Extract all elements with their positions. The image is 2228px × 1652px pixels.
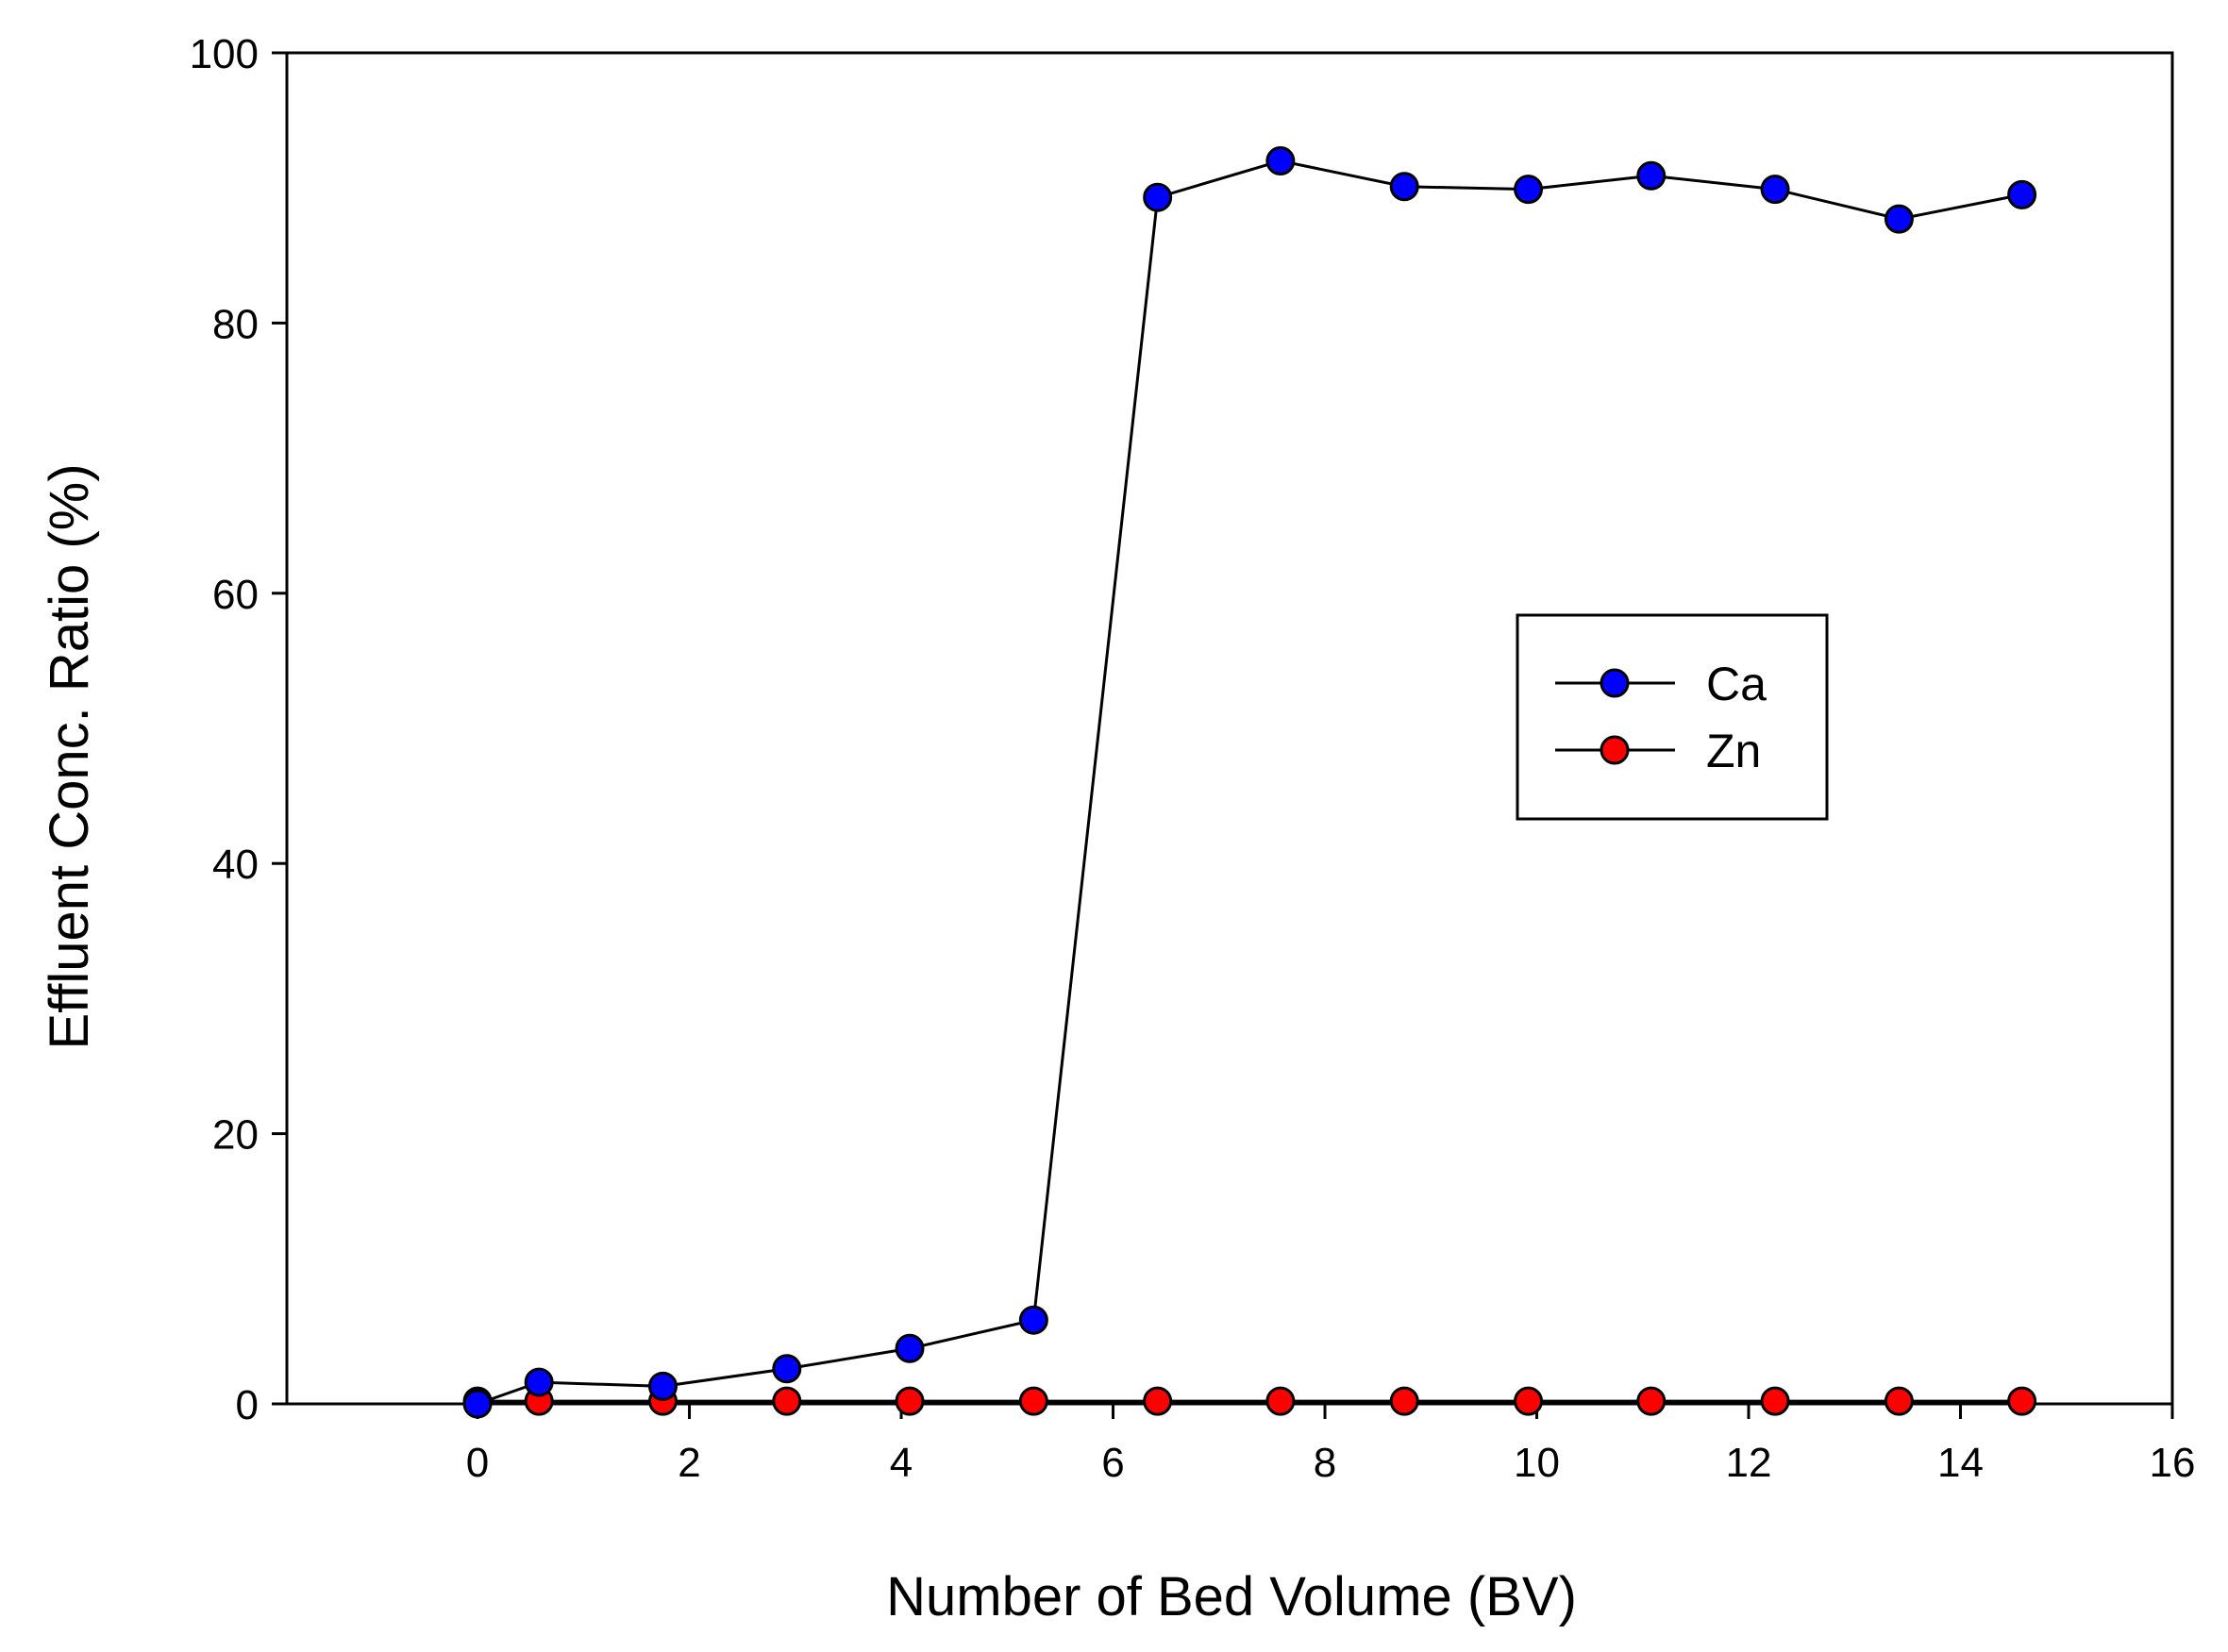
data-point-ca: [772, 1354, 802, 1384]
legend-marker-ca: [1600, 668, 1630, 698]
y-tick-label: 20: [212, 1112, 259, 1159]
legend-label-zn: Zn: [1706, 725, 1761, 777]
data-point-zn: [895, 1386, 925, 1416]
data-point-ca: [1636, 160, 1667, 191]
data-point-ca: [1389, 172, 1419, 202]
data-point-ca: [1143, 182, 1173, 212]
data-point-zn: [1636, 1386, 1667, 1416]
data-point-zn: [1018, 1386, 1048, 1416]
y-tick-label: 0: [236, 1382, 259, 1428]
y-tick-label: 80: [212, 301, 259, 347]
data-point-ca: [1018, 1305, 1048, 1335]
y-tick-label: 100: [190, 31, 259, 77]
data-point-zn: [1884, 1386, 1914, 1416]
data-point-ca: [1514, 175, 1544, 205]
y-axis: 0 20 40 60 80 100: [190, 31, 287, 1428]
y-tick-label: 60: [212, 572, 259, 618]
data-point-zn: [772, 1386, 802, 1416]
data-point-ca: [524, 1367, 554, 1397]
data-point-zn: [1760, 1386, 1790, 1416]
series-line-ca: [477, 159, 2022, 1406]
series-lines: [477, 159, 2022, 1406]
data-point-zn: [1389, 1386, 1419, 1416]
x-tick-label: 16: [2150, 1440, 2196, 1486]
x-tick-label: 6: [1101, 1440, 1124, 1486]
data-point-ca: [1760, 175, 1790, 205]
data-point-zn: [2007, 1386, 2037, 1416]
data-point-ca: [895, 1333, 925, 1363]
data-point-zn: [1143, 1386, 1173, 1416]
x-axis: 0 2 4 6 8 10 12 14 16: [466, 1404, 2196, 1486]
data-point-ca: [2007, 179, 2037, 209]
legend-marker-zn: [1600, 735, 1630, 765]
legend-label-ca: Ca: [1706, 658, 1767, 710]
data-point-zn: [1265, 1386, 1296, 1416]
x-tick-label: 8: [1314, 1440, 1336, 1486]
data-point-ca: [462, 1389, 493, 1419]
plot-frame: [285, 51, 2174, 1406]
legend: Ca Zn: [1516, 613, 1829, 821]
data-point-ca: [1884, 204, 1914, 234]
y-axis-label: Effluent Conc. Ratio (%): [39, 463, 100, 1049]
x-tick-label: 14: [1937, 1440, 1984, 1486]
x-tick-label: 12: [1726, 1440, 1772, 1486]
x-tick-label: 4: [890, 1440, 913, 1486]
x-tick-label: 2: [678, 1440, 700, 1486]
x-axis-label: Number of Bed Volume (BV): [886, 1566, 1577, 1627]
data-point-ca: [1265, 146, 1296, 176]
series-points: [462, 146, 2037, 1419]
data-point-zn: [1514, 1386, 1544, 1416]
legend-box: [1516, 613, 1829, 821]
y-tick-label: 40: [212, 842, 259, 888]
x-tick-label: 10: [1514, 1440, 1560, 1486]
data-point-ca: [647, 1371, 678, 1401]
x-tick-label: 0: [466, 1440, 489, 1486]
